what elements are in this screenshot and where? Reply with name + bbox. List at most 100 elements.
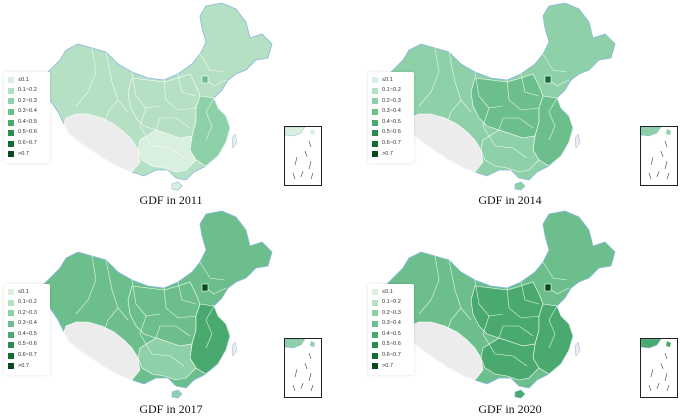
legend-label: 0.5~0.6 [382, 341, 401, 348]
province-border [139, 333, 185, 367]
legend-item: 0.5~0.6 [8, 128, 46, 139]
legend-label: 0.5~0.6 [18, 129, 37, 136]
legend-swatch [8, 87, 14, 94]
legend-item: 0.4~0.5 [8, 117, 46, 128]
island-taiwan [231, 341, 238, 357]
legend-swatch [8, 342, 14, 349]
dash-line-segment [308, 372, 312, 382]
inset-island [666, 341, 671, 347]
province-border [139, 315, 147, 335]
province-border [548, 305, 558, 349]
legend-item: ≤0.1 [8, 75, 46, 86]
legend-label: 0.4~0.5 [18, 118, 37, 125]
choropleth-map [384, 2, 616, 191]
legend-label: 0.1~0.2 [382, 87, 401, 94]
province-border [75, 255, 97, 315]
legend-swatch [372, 289, 378, 296]
province-border [446, 307, 462, 333]
province-border [205, 97, 215, 141]
legend-label: 0.1~0.2 [18, 299, 37, 306]
legend-item: >0.7 [8, 149, 46, 160]
legend-swatch [8, 151, 14, 158]
dash-line-segment [660, 362, 664, 370]
legend-label: 0.6~0.7 [18, 140, 37, 147]
dash-line-segment [300, 382, 304, 390]
capital-region [201, 283, 209, 292]
province-border [482, 333, 528, 367]
island-hainan [171, 181, 183, 191]
dash-line-segment [308, 140, 312, 148]
legend-item: 0.3~0.4 [8, 319, 46, 330]
province-border [103, 99, 119, 125]
province-border [542, 53, 568, 73]
legend-item: 0.2~0.3 [8, 96, 46, 107]
province-border [418, 255, 440, 315]
province-border [548, 79, 570, 87]
legend-label: >0.7 [382, 150, 394, 157]
dash-line-segment [648, 172, 652, 180]
province-border [482, 315, 490, 335]
south-china-sea-inset [284, 338, 322, 398]
legend-label: 0.4~0.5 [382, 118, 401, 125]
legend-label: ≤0.1 [18, 288, 29, 295]
legend-label: 0.3~0.4 [18, 108, 37, 115]
province-border [105, 51, 129, 113]
dash-line-segment [294, 156, 298, 166]
dash-line-segment [292, 172, 296, 180]
south-region [480, 129, 540, 173]
legend-swatch [8, 363, 14, 370]
province-border [177, 281, 197, 305]
dash-line-segment [664, 160, 668, 170]
inset-map [640, 126, 671, 180]
map-caption: GDF in 2011 [139, 193, 203, 207]
island-taiwan [574, 133, 581, 149]
dash-line-segment [664, 352, 668, 360]
province-border [199, 53, 225, 73]
province-border [446, 99, 462, 125]
province-border [448, 259, 472, 321]
legend-item: 0.3~0.4 [8, 107, 46, 118]
legend-swatch [372, 352, 378, 359]
dash-line-segment [650, 368, 654, 378]
legend-label: 0.4~0.5 [18, 330, 37, 337]
legend-label: 0.3~0.4 [382, 108, 401, 115]
legend-label: 0.2~0.3 [18, 97, 37, 104]
province-border [105, 259, 129, 321]
legend-swatch [372, 98, 378, 105]
province-border [205, 79, 227, 87]
inset-map [640, 338, 671, 392]
legend-label: 0.6~0.7 [18, 352, 37, 359]
legend-swatch [372, 109, 378, 116]
map-caption: GDF in 2017 [139, 402, 203, 416]
dash-line-segment [664, 140, 668, 148]
legend-item: >0.7 [372, 149, 410, 160]
legend-item: 0.1~0.2 [372, 86, 410, 97]
legend-item: ≤0.1 [372, 287, 410, 298]
legend: ≤0.1 0.1~0.2 0.2~0.3 0.3~0.4 0.4~0.5 0.5~0.6 0… [368, 72, 414, 163]
province-border [205, 287, 227, 295]
dash-line-segment [666, 172, 670, 180]
legend-label: ≤0.1 [382, 76, 393, 83]
legend-item: 0.4~0.5 [8, 329, 46, 340]
legend-swatch [8, 331, 14, 338]
province-border [163, 79, 197, 111]
dash-line-segment [294, 368, 298, 378]
legend-label: >0.7 [18, 150, 30, 157]
choropleth-map [41, 2, 273, 191]
legend-item: 0.4~0.5 [372, 329, 410, 340]
legend-item: 0.1~0.2 [372, 298, 410, 309]
province-border [548, 287, 570, 295]
legend-item: 0.2~0.3 [8, 308, 46, 319]
dash-line-segment [666, 384, 670, 392]
legend-item: 0.4~0.5 [372, 117, 410, 128]
legend-item: 0.1~0.2 [8, 86, 46, 97]
legend-swatch [8, 119, 14, 126]
legend-item: 0.6~0.7 [8, 139, 46, 150]
legend-swatch [372, 363, 378, 370]
province-border [418, 47, 440, 107]
legend-label: 0.1~0.2 [18, 87, 37, 94]
no-data-region [406, 321, 484, 381]
legend-label: >0.7 [18, 362, 30, 369]
inset-coast [284, 126, 306, 137]
legend-swatch [8, 77, 14, 84]
